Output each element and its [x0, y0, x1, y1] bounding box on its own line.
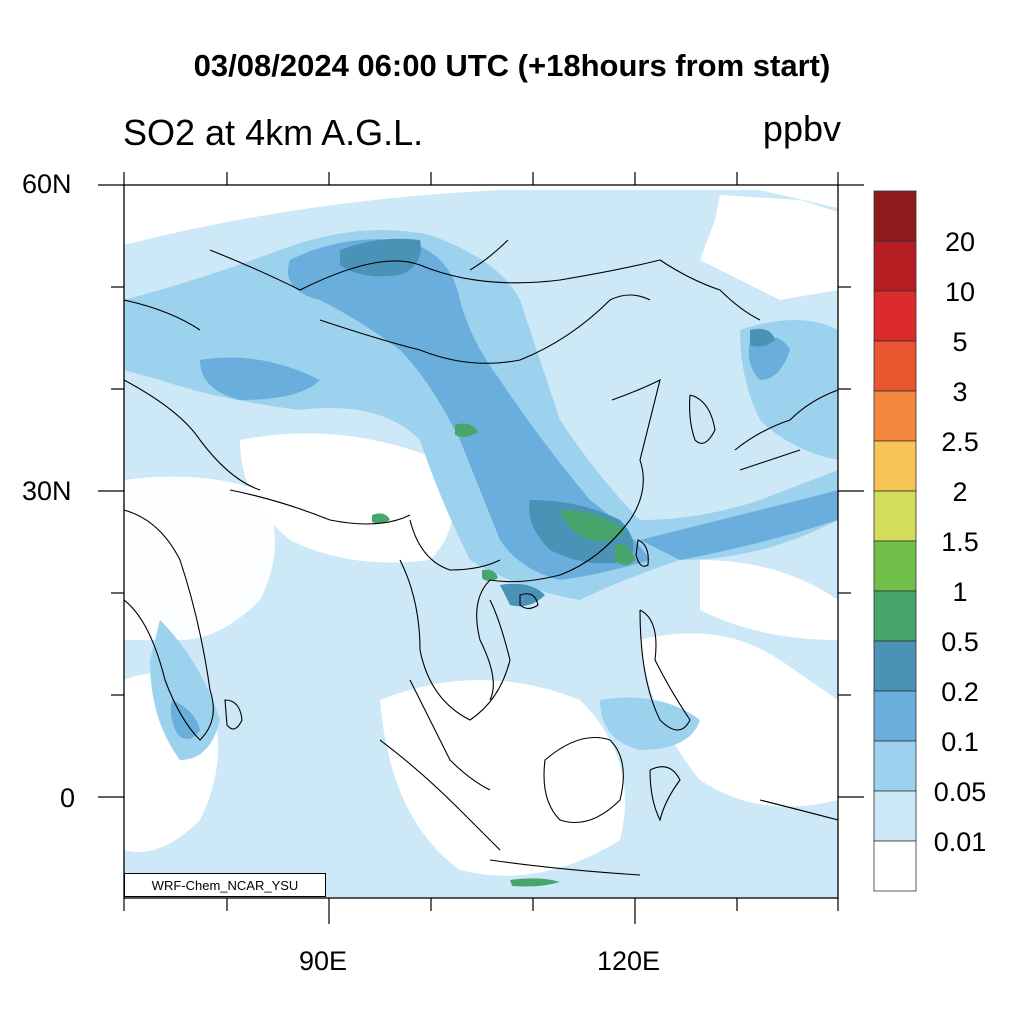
coastline-philippines — [639, 609, 691, 731]
colorbar-swatch — [873, 490, 917, 542]
field-green-taiwan — [615, 544, 635, 565]
colorbar-label: 0.01 — [934, 827, 987, 857]
colorbar-swatch — [873, 240, 917, 292]
colorbar-label: 1 — [952, 577, 967, 607]
colorbar-label: 0.2 — [941, 677, 979, 707]
colorbar-swatch — [873, 440, 917, 492]
clear-area-pacific-south — [640, 633, 838, 807]
so2-concentration-field — [124, 190, 838, 898]
lat-label-30n: 30N — [22, 476, 72, 506]
coastline-java — [489, 859, 641, 876]
coastline-india — [124, 509, 214, 741]
colorbar-label: 5 — [952, 327, 967, 357]
map-frame — [123, 184, 839, 899]
clear-area-sea-left — [124, 476, 275, 640]
border-china-mongolia — [319, 294, 651, 364]
coastline-sulawesi — [649, 766, 681, 822]
field-medium-west — [200, 357, 320, 400]
coastline-hainan — [519, 593, 539, 610]
border-russia-mongolia — [209, 249, 761, 321]
colorbar-swatch — [873, 790, 917, 842]
colorbar-label: 0.05 — [934, 777, 987, 807]
field-steel-japan — [750, 328, 775, 347]
coastline-japan — [734, 389, 838, 471]
coastline-borneo — [543, 736, 624, 824]
colorbar-swatch — [873, 540, 917, 592]
border-china-west — [124, 379, 261, 491]
clear-area-pacific-north — [700, 560, 838, 640]
field-steel-mongolia — [340, 238, 421, 277]
field-medium-korea — [748, 336, 790, 380]
field-medium-east — [640, 490, 838, 560]
colorbar-swatch — [873, 390, 917, 442]
field-green-assam — [372, 513, 390, 524]
colorbar-label: 0.1 — [941, 727, 979, 757]
clear-area-maritime — [380, 680, 625, 876]
clear-area-tibet — [240, 433, 453, 563]
field-green-coast — [560, 510, 625, 542]
units-label: ppbv — [762, 108, 841, 149]
border-lake-baikal — [469, 239, 509, 271]
field-steel-gulf — [500, 583, 545, 607]
colorbar-swatch — [873, 640, 917, 692]
lat-label-0: 0 — [60, 783, 76, 813]
coastline-china-east — [476, 378, 661, 701]
coastlines-and-borders — [124, 239, 838, 876]
field-light-india — [150, 620, 220, 760]
colorbar-swatch — [873, 690, 917, 742]
clear-area-upper-right — [700, 195, 838, 300]
coastline-sumatra — [379, 739, 501, 851]
field-medium — [288, 239, 650, 580]
lon-label-120e: 120E — [597, 946, 661, 976]
colorbar-swatch — [873, 190, 917, 242]
variable-subtitle: SO2 at 4km A.G.L. — [123, 112, 424, 153]
coastline-taiwan — [635, 539, 649, 567]
colorbar-swatch — [873, 840, 917, 892]
axis-ticks — [98, 172, 864, 924]
coastline-korea — [689, 394, 716, 444]
coastline-newguinea — [759, 799, 838, 821]
lat-label-60n: 60N — [22, 169, 72, 199]
coastline-indochina — [399, 559, 511, 721]
colorbar-swatch — [873, 340, 917, 392]
border-caspian — [124, 299, 201, 331]
colorbar-swatch — [873, 740, 917, 792]
colorbar-swatch — [873, 590, 917, 642]
lon-label-90e: 90E — [299, 946, 348, 976]
colorbar-label: 2 — [952, 477, 967, 507]
model-credit: WRF-Chem_NCAR_YSU — [124, 873, 326, 897]
map-title: 03/08/2024 06:00 UTC (+18hours from star… — [193, 48, 831, 83]
field-light-borneo — [600, 697, 700, 750]
coastline-malay — [409, 679, 491, 791]
colorbar-label: 10 — [945, 277, 975, 307]
colorbar-label: 3 — [952, 377, 967, 407]
colorbar-label: 2.5 — [941, 427, 979, 457]
field-green-java — [510, 878, 560, 887]
colorbar-label: 1.5 — [941, 527, 979, 557]
colorbar-swatch — [873, 290, 917, 342]
field-green-inland — [455, 423, 478, 437]
coastline-srilanka — [224, 699, 243, 730]
colorbar-label: 20 — [945, 227, 975, 257]
field-green-hainan — [482, 569, 498, 581]
border-himalaya — [229, 489, 411, 525]
colorbar-label: 0.5 — [941, 627, 979, 657]
border-sea-china — [409, 519, 501, 571]
colorbar: 20 10 5 3 2.5 2 1.5 1 0.5 0.2 0.1 0.05 0.01 — [873, 190, 987, 892]
